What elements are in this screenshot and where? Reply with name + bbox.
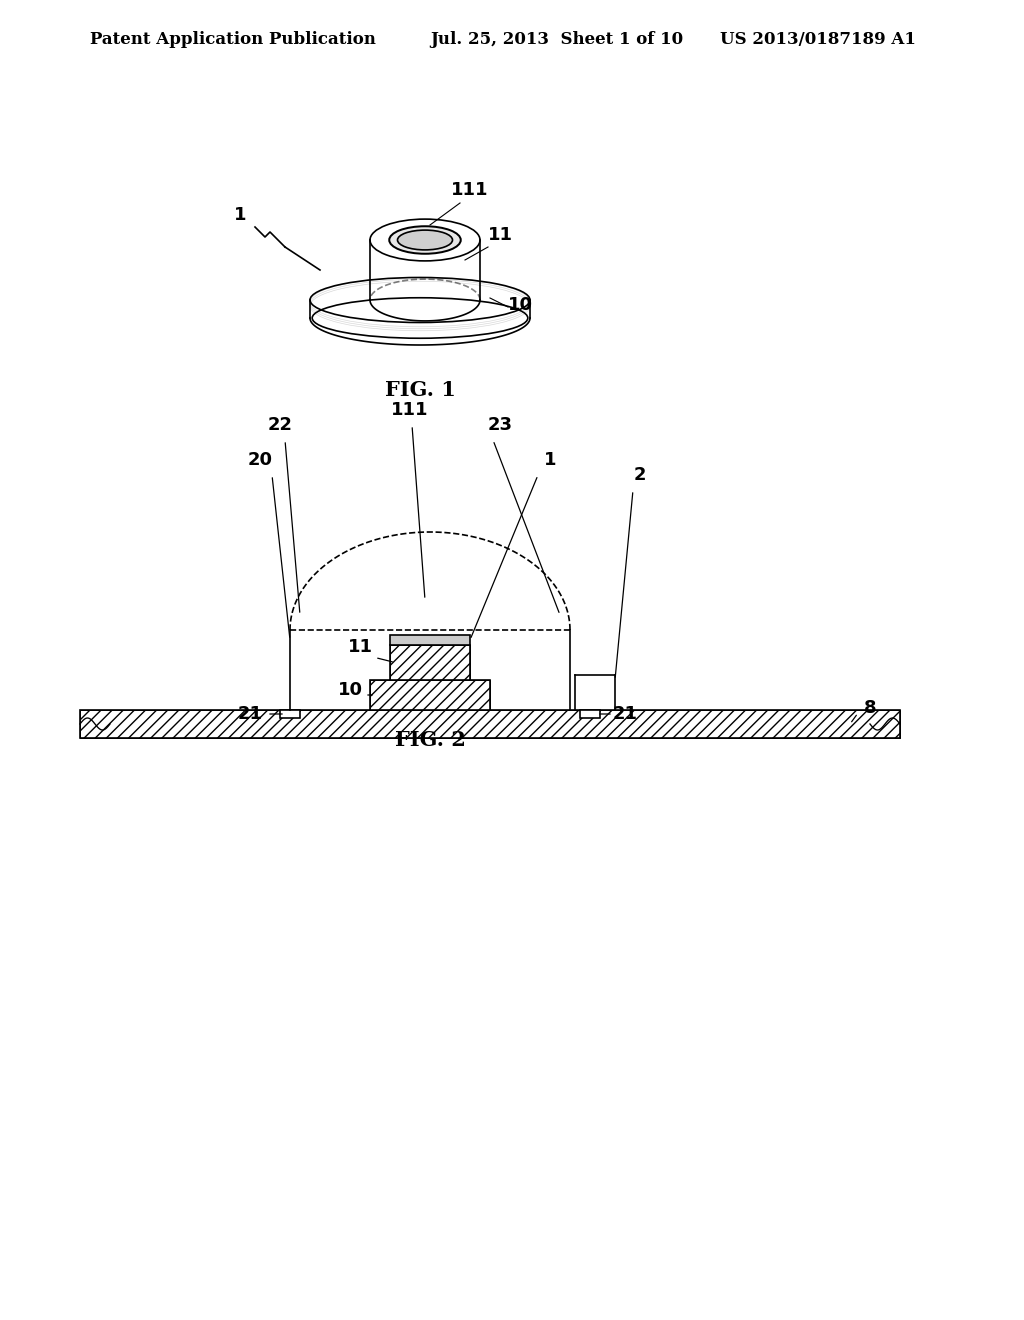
Text: 111: 111 [452, 181, 488, 199]
Text: Jul. 25, 2013  Sheet 1 of 10: Jul. 25, 2013 Sheet 1 of 10 [430, 32, 683, 49]
Text: 1: 1 [233, 206, 246, 224]
Bar [370, 680, 490, 710]
Text: Patent Application Publication: Patent Application Publication [90, 32, 376, 49]
Text: 1: 1 [544, 451, 556, 469]
Text: 23: 23 [487, 416, 512, 434]
Text: FIG. 2: FIG. 2 [394, 730, 466, 750]
Bar [390, 645, 470, 680]
Text: 22: 22 [267, 416, 293, 434]
Ellipse shape [389, 226, 461, 253]
Text: 2: 2 [634, 466, 646, 484]
Text: 10: 10 [338, 681, 362, 700]
Bar [280, 710, 300, 718]
Text: 111: 111 [391, 401, 429, 418]
Bar [580, 710, 600, 718]
Text: 21: 21 [238, 705, 262, 723]
Bar [370, 680, 490, 710]
Text: 21: 21 [612, 705, 638, 723]
Bar [80, 710, 900, 738]
Text: 11: 11 [487, 226, 512, 244]
Text: 10: 10 [508, 296, 532, 314]
Text: FIG. 1: FIG. 1 [385, 380, 456, 400]
Text: 11: 11 [347, 639, 373, 656]
Bar [390, 645, 470, 680]
Bar [80, 710, 900, 738]
Text: US 2013/0187189 A1: US 2013/0187189 A1 [720, 32, 915, 49]
Text: 20: 20 [248, 451, 272, 469]
Ellipse shape [397, 230, 453, 249]
Text: 8: 8 [863, 700, 877, 717]
Bar [390, 635, 470, 645]
